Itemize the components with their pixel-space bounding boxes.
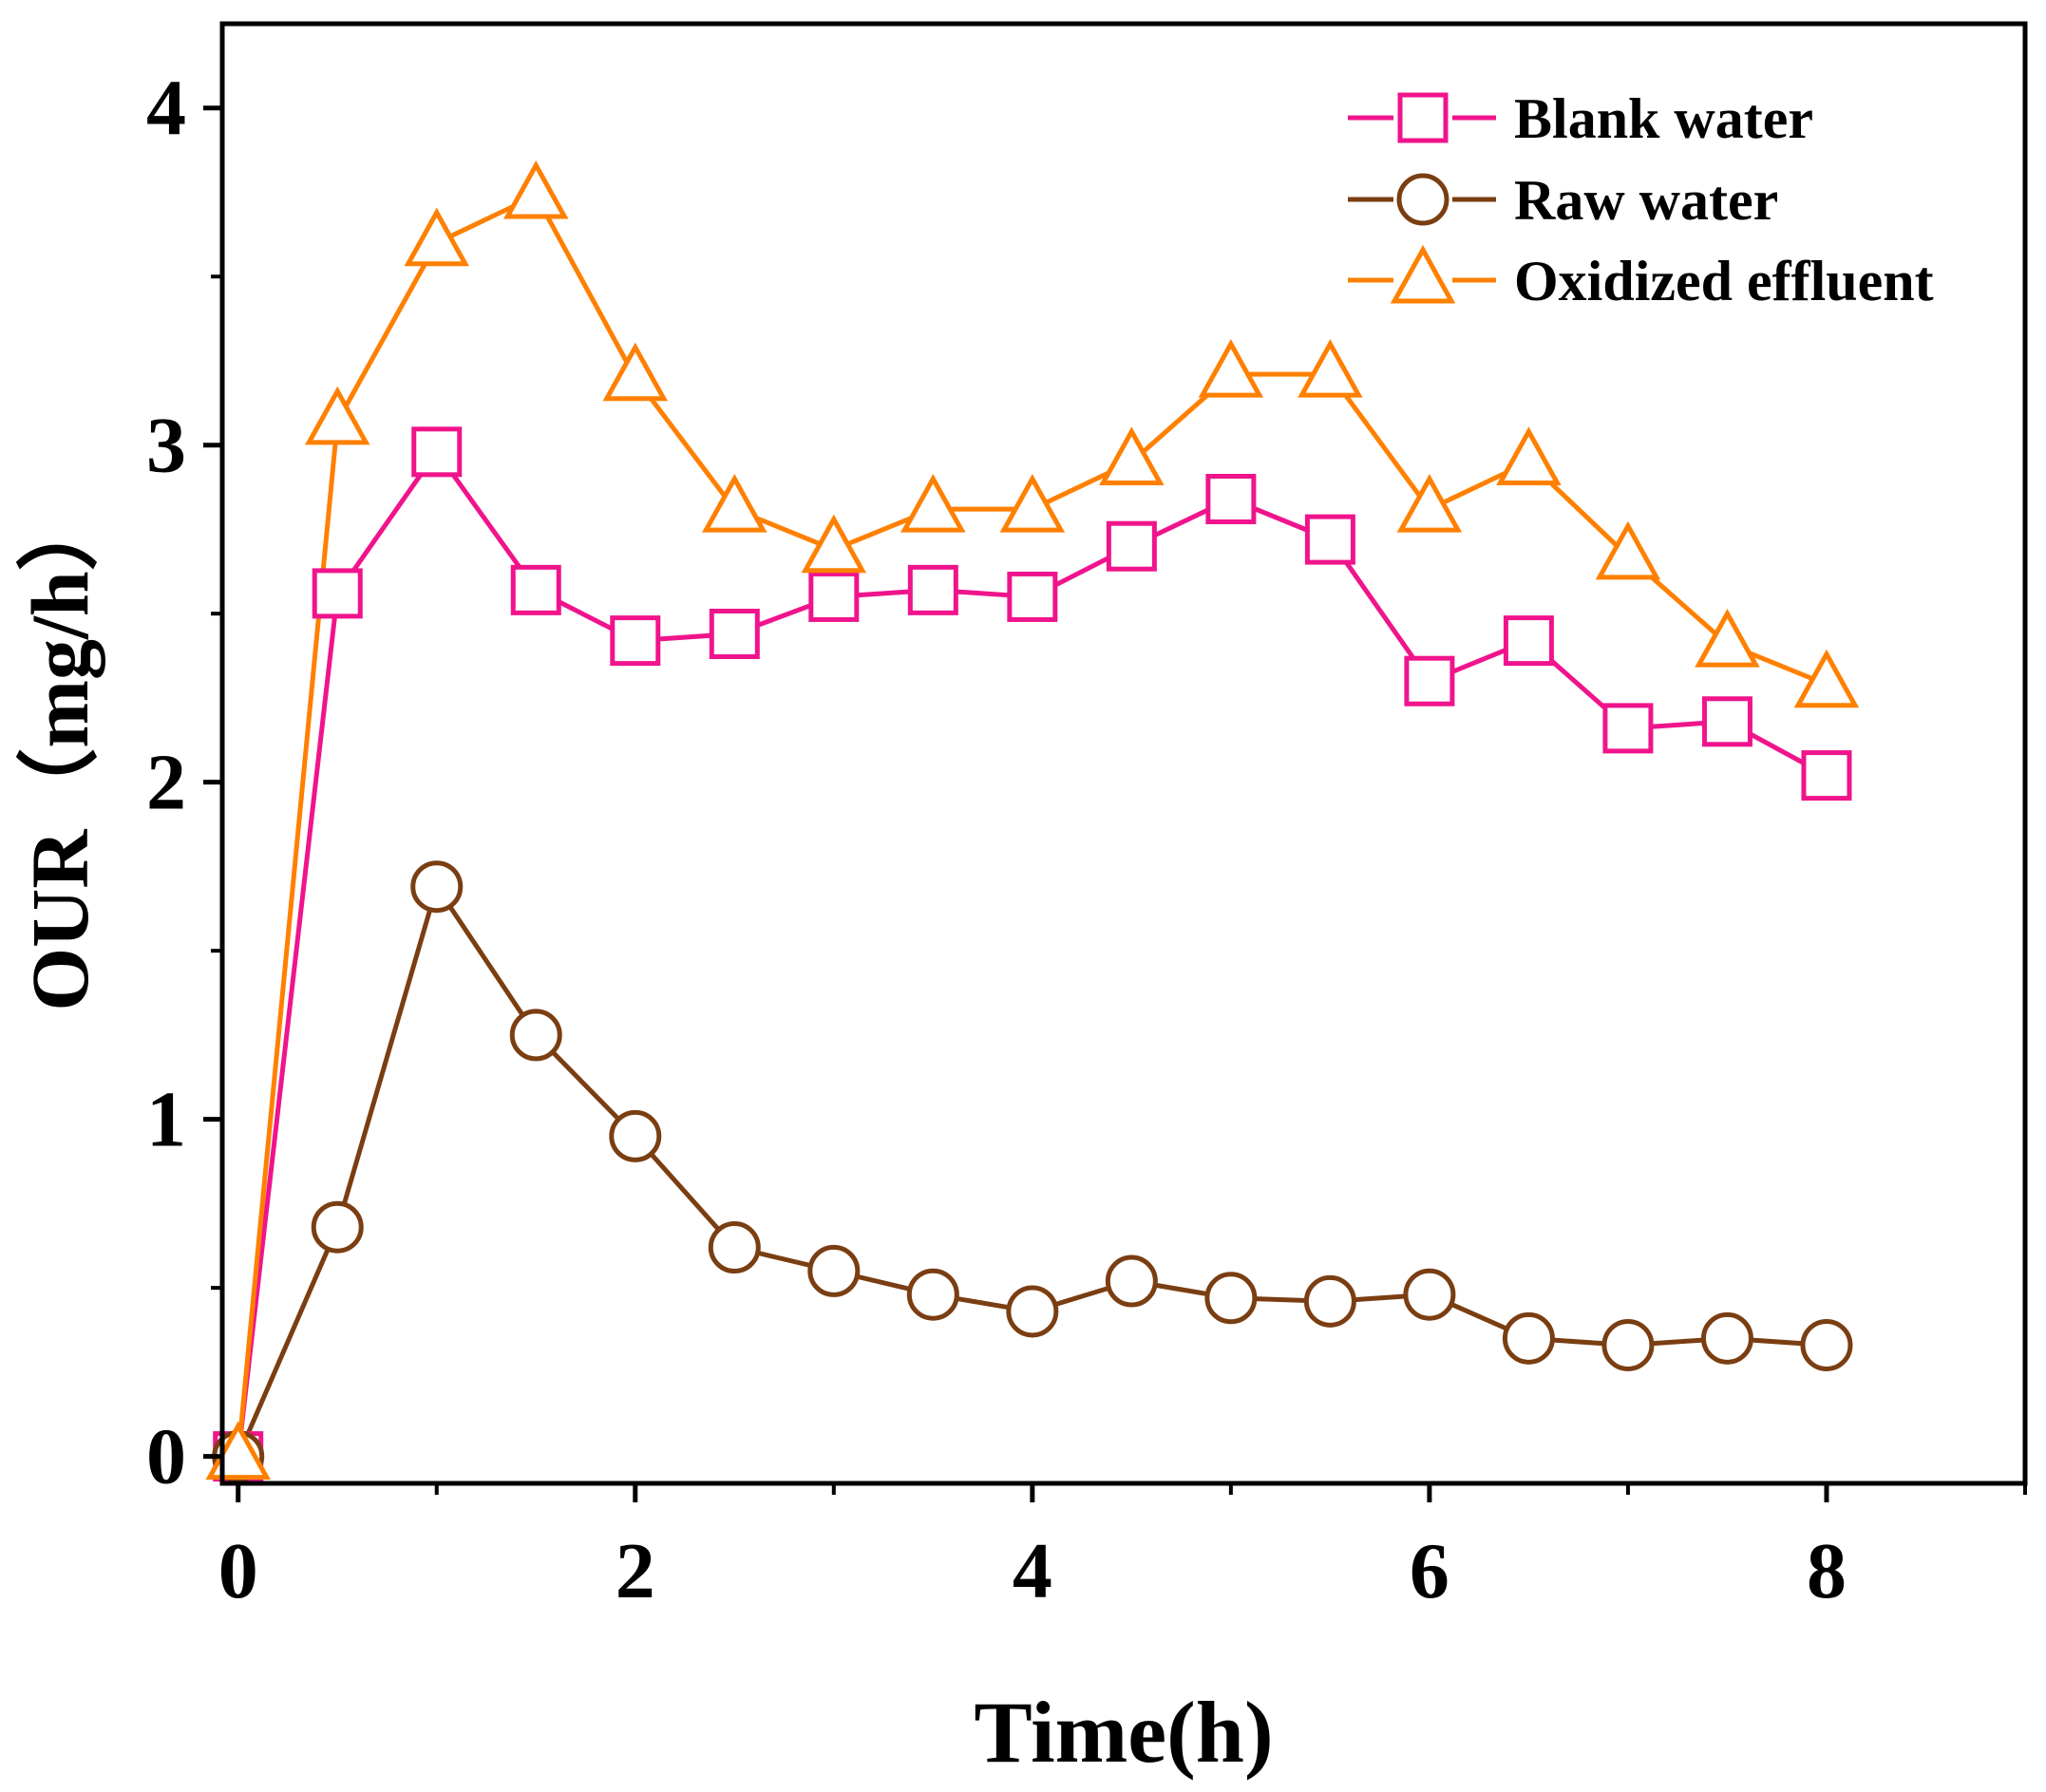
data-point-triangle	[702, 474, 767, 533]
legend-item: Oxidized effluent	[1348, 244, 1934, 312]
data-point-square	[411, 426, 463, 478]
data-point-circle	[1800, 1318, 1853, 1371]
series-markers-2	[205, 160, 1860, 1481]
data-point-circle	[410, 860, 464, 914]
data-point-circle	[311, 1200, 364, 1254]
axis-ticks: 0 2 4 6 8 0 1 2 3 4	[146, 65, 2027, 1615]
data-point-square	[1801, 750, 1852, 802]
data-point-circle	[1006, 1285, 1059, 1338]
legend-label: Raw water	[1514, 169, 1778, 232]
data-point-square	[610, 615, 661, 667]
legend-triangle-icon	[1390, 244, 1456, 304]
data-point-square	[1205, 474, 1257, 525]
data-point-square	[1106, 520, 1157, 572]
series-oxidized-effluent	[236, 193, 1828, 1457]
y-tick-label: 2	[146, 739, 186, 827]
legend-label: Oxidized effluent	[1514, 250, 1934, 312]
legend-square-icon	[1397, 92, 1449, 143]
x-tick-label: 0	[218, 1527, 258, 1615]
y-tick-label: 1	[146, 1076, 186, 1164]
data-point-triangle	[1595, 520, 1661, 580]
data-point-triangle	[304, 386, 370, 445]
data-point-square	[1404, 655, 1455, 707]
plot-marks	[205, 160, 1860, 1483]
data-point-triangle	[1298, 339, 1363, 398]
data-point-triangle	[503, 160, 569, 219]
data-point-triangle	[1695, 608, 1760, 668]
y-tick-label: 3	[146, 402, 186, 490]
data-point-circle	[906, 1268, 959, 1321]
data-point-triangle	[1396, 474, 1463, 533]
data-point-triangle	[404, 207, 470, 267]
y-axis-title: OUR（mg/h）	[14, 489, 105, 1010]
legend-item: Blank water	[1348, 87, 1813, 150]
data-point-square	[709, 608, 760, 659]
data-point-triangle	[900, 474, 966, 533]
x-tick-label: 6	[1410, 1527, 1449, 1615]
data-point-circle	[708, 1221, 761, 1274]
data-point-square	[1701, 696, 1752, 747]
data-point-triangle	[1496, 426, 1562, 485]
data-point-circle	[1502, 1311, 1555, 1365]
data-point-circle	[1204, 1272, 1258, 1325]
legend-circle-icon	[1396, 173, 1449, 226]
data-point-square	[1602, 703, 1654, 754]
data-point-square	[907, 564, 958, 615]
data-point-square	[510, 564, 561, 615]
data-point-triangle	[801, 514, 867, 574]
x-tick-label: 4	[1013, 1527, 1052, 1615]
series-line	[236, 193, 1828, 1457]
data-point-triangle	[999, 474, 1066, 533]
data-point-square	[1007, 571, 1058, 622]
series-line	[236, 884, 1828, 1458]
data-point-triangle	[1198, 339, 1264, 398]
legend-item: Raw water	[1348, 169, 1778, 232]
data-point-triangle	[1793, 649, 1860, 708]
data-point-circle	[1403, 1268, 1456, 1321]
data-point-circle	[609, 1109, 662, 1162]
data-point-square	[1503, 615, 1554, 667]
legend-label: Blank water	[1514, 87, 1813, 150]
legend: Blank water Raw water Oxidized effluent	[1348, 87, 1934, 312]
x-axis-title: Time(h)	[974, 1684, 1273, 1781]
series-raw-water	[236, 884, 1828, 1458]
y-tick-label: 4	[146, 65, 186, 153]
data-point-square	[312, 568, 363, 619]
series-markers-1	[212, 860, 1853, 1483]
data-point-triangle	[602, 342, 669, 402]
x-tick-label: 2	[616, 1527, 655, 1615]
x-tick-label: 8	[1807, 1527, 1847, 1615]
data-point-square	[808, 571, 860, 622]
data-point-circle	[1700, 1311, 1753, 1365]
data-point-circle	[1303, 1274, 1356, 1328]
y-tick-label: 0	[146, 1413, 186, 1501]
data-point-triangle	[1099, 426, 1165, 485]
data-point-circle	[1601, 1318, 1655, 1371]
data-point-square	[1304, 514, 1355, 565]
series-markers-0	[213, 426, 1852, 1482]
data-point-circle	[1105, 1254, 1158, 1308]
data-point-circle	[807, 1244, 861, 1297]
plot-frame	[219, 21, 2028, 1486]
data-point-circle	[509, 1009, 562, 1062]
